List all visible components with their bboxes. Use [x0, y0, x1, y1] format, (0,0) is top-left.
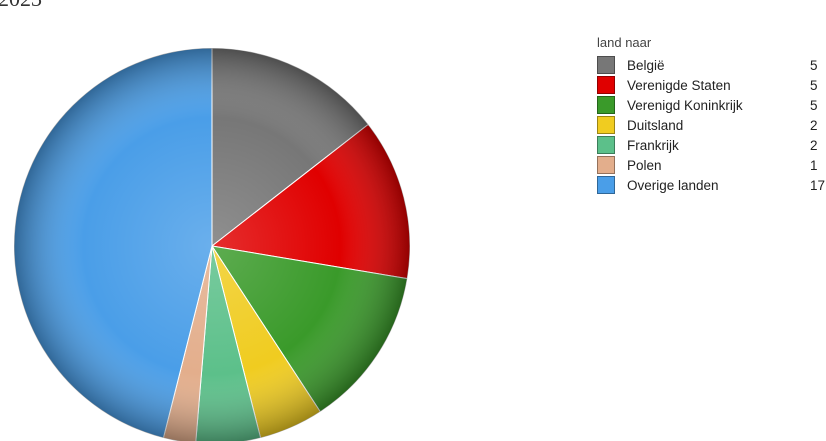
legend-swatch	[597, 136, 615, 154]
legend-item-verenigd-koninkrijk[interactable]: Verenigd Koninkrijk 5	[597, 95, 826, 115]
legend-swatch	[597, 96, 615, 114]
legend-item-duitsland[interactable]: Duitsland 2	[597, 115, 826, 135]
legend-label: Duitsland	[627, 117, 684, 133]
legend-value: 1	[810, 157, 818, 173]
legend-label: Verenigd Koninkrijk	[627, 97, 743, 113]
legend-title: land naar	[597, 35, 652, 50]
legend-swatch	[597, 156, 615, 174]
legend-value: 17	[810, 177, 826, 193]
legend-swatch	[597, 116, 615, 134]
legend-value: 2	[810, 117, 818, 133]
legend-value: 5	[810, 77, 818, 93]
legend-value: 5	[810, 57, 818, 73]
legend-swatch	[597, 176, 615, 194]
legend-swatch	[597, 56, 615, 74]
legend-swatch	[597, 76, 615, 94]
legend-label: België	[627, 57, 665, 73]
legend-item-frankrijk[interactable]: Frankrijk 2	[597, 135, 826, 155]
legend-item-belgi-[interactable]: België 5	[597, 55, 826, 75]
chart-title: 2023	[0, 0, 42, 12]
legend-item-verenigde-staten[interactable]: Verenigde Staten 5	[597, 75, 826, 95]
legend-label: Verenigde Staten	[627, 77, 731, 93]
legend-label: Frankrijk	[627, 137, 679, 153]
legend-label: Overige landen	[627, 177, 719, 193]
legend-item-polen[interactable]: Polen 1	[597, 155, 826, 175]
legend-value: 2	[810, 137, 818, 153]
legend: land naar België 5 Verenigde Staten 5 Vereni…	[597, 35, 826, 195]
legend-value: 5	[810, 97, 818, 113]
legend-label: Polen	[627, 157, 662, 173]
legend-item-overige-landen[interactable]: Overige landen 17	[597, 175, 826, 195]
